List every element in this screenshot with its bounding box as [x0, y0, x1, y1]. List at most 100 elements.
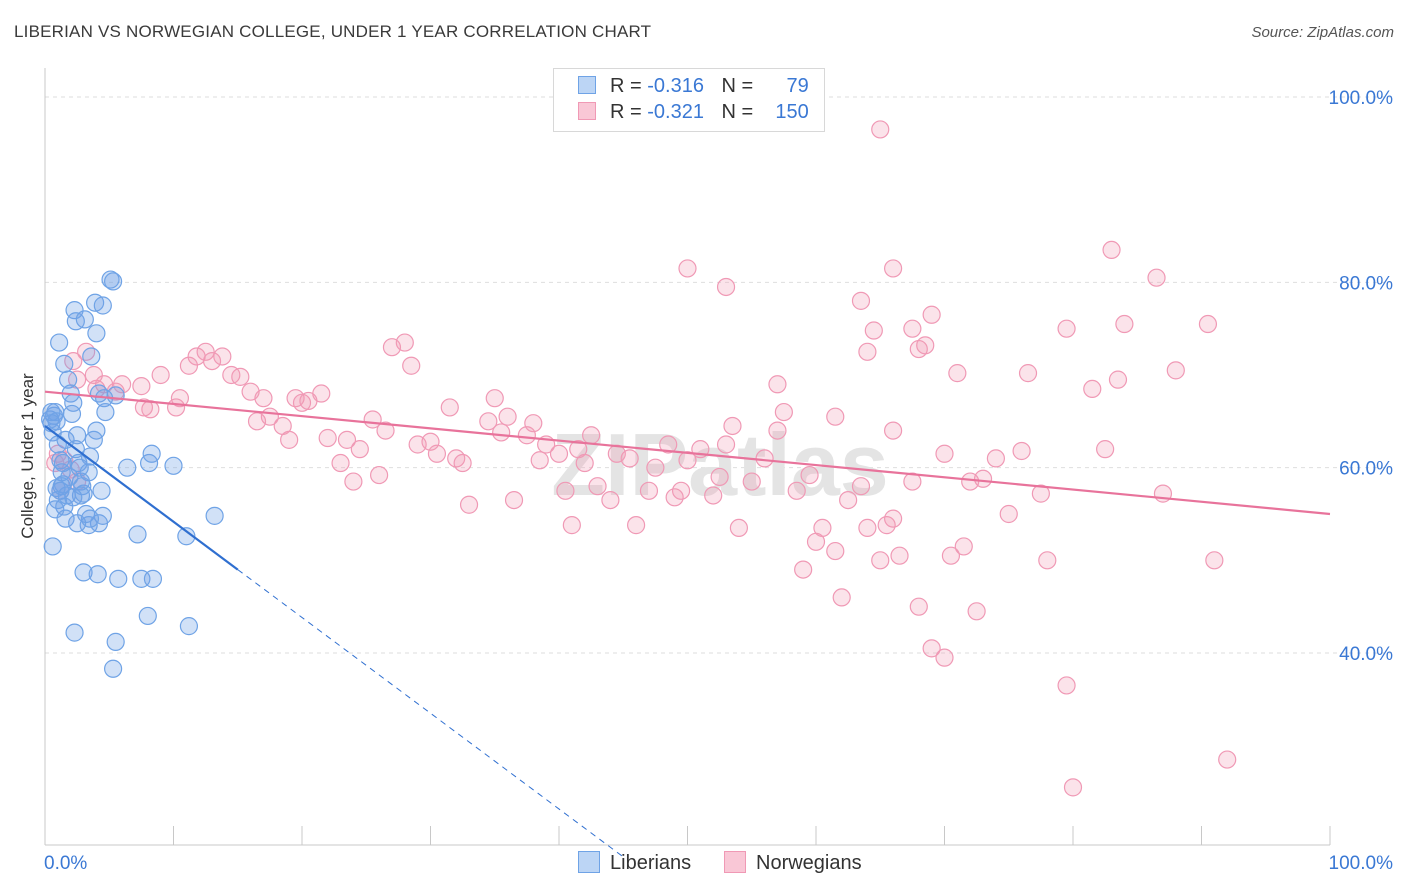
norwegians-swatch: [578, 102, 596, 120]
liberian-point: [74, 563, 93, 582]
norwegian-point: [864, 321, 883, 340]
norwegian-point: [626, 516, 646, 535]
liberian-point: [43, 537, 62, 556]
norwegian-point: [877, 516, 896, 535]
n-value: 150: [775, 101, 809, 123]
liberian-point: [62, 404, 82, 424]
norwegian-point: [1031, 484, 1050, 503]
norwegian-point: [46, 453, 65, 473]
norwegian-point: [504, 491, 524, 510]
norwegian-point: [922, 639, 941, 658]
norwegian-point: [1108, 370, 1128, 389]
norwegian-point: [839, 491, 858, 510]
n-label: N =: [721, 101, 754, 123]
norwegian-point: [530, 451, 549, 470]
liberian-point: [88, 565, 107, 584]
liberian-point: [118, 458, 137, 477]
norwegian-point: [1115, 314, 1134, 334]
norwegian-point: [755, 449, 774, 468]
liberian-point: [128, 525, 147, 544]
norwegian-point: [427, 444, 447, 463]
norwegian-point: [485, 389, 504, 408]
norwegian-point: [935, 648, 954, 667]
liberian-point: [56, 509, 75, 528]
norwegian-point: [1166, 361, 1185, 380]
norwegian-point: [562, 516, 581, 535]
liberian-point: [87, 324, 106, 343]
liberian-point: [46, 500, 65, 519]
norwegian-point: [813, 518, 832, 538]
norwegian-point: [344, 472, 363, 491]
liberian-point: [93, 296, 112, 315]
norwegian-point: [716, 435, 736, 454]
norwegian-point: [312, 384, 331, 403]
liberian-point: [106, 632, 125, 651]
norwegian-point: [967, 602, 986, 621]
bottom-legend-norwegians: Norwegians: [724, 851, 862, 875]
liberian-point: [104, 272, 123, 291]
norwegian-point: [704, 486, 723, 505]
norwegian-point: [337, 430, 357, 449]
bottom-legend-liberians: Liberians: [578, 851, 691, 875]
norwegian-point: [134, 398, 154, 417]
norwegian-point: [742, 472, 761, 491]
norwegian-point: [909, 597, 928, 616]
chart-title: LIBERIAN VS NORWEGIAN COLLEGE, UNDER 1 Y…: [14, 22, 652, 41]
norwegian-point: [961, 472, 980, 491]
norwegian-point: [935, 444, 954, 463]
norwegian-point: [1096, 440, 1115, 459]
r-value: -0.316: [647, 75, 704, 97]
norwegian-point: [794, 560, 813, 579]
norwegians-trend-line: [44, 390, 1331, 516]
norwegian-point: [1147, 268, 1166, 287]
norwegian-point: [292, 393, 312, 412]
norwegian-point: [678, 259, 697, 278]
liberian-point: [70, 458, 89, 477]
norwegian-point: [954, 537, 973, 556]
liberian-point: [143, 569, 163, 588]
legend-row-liberians: R = -0.316 N = 79: [578, 75, 809, 101]
tick-labels: 40.0% 60.0% 80.0% 100.0% 0.0% 100.0%: [44, 88, 1393, 874]
norwegian-point: [858, 518, 877, 538]
norwegians-label: Norwegians: [756, 852, 862, 874]
liberian-point: [177, 527, 196, 546]
norwegian-point: [370, 465, 389, 485]
norwegian-point: [254, 389, 273, 408]
norwegian-point: [999, 504, 1018, 524]
norwegian-point: [826, 407, 845, 426]
norwegian-point: [556, 481, 575, 500]
norwegian-point: [498, 407, 517, 426]
norwegian-point: [1102, 240, 1121, 259]
liberian-point: [101, 270, 120, 289]
norwegian-point: [800, 465, 819, 485]
liberian-point: [60, 467, 79, 487]
liberian-point: [68, 426, 87, 445]
norwegian-point: [84, 365, 103, 385]
y-tick-label: 40.0%: [1339, 644, 1393, 665]
norwegian-point: [524, 414, 543, 433]
norwegian-point: [941, 546, 961, 565]
liberian-point: [205, 506, 224, 525]
legend-row-norwegians: R = -0.321 N = 150: [578, 101, 809, 127]
norwegian-point: [620, 449, 639, 468]
trend-lines: [44, 390, 1331, 858]
norwegian-point: [986, 449, 1006, 468]
norwegian-point: [916, 336, 935, 355]
norwegian-point: [231, 367, 250, 386]
y-tick-label: 60.0%: [1339, 459, 1393, 480]
liberian-point: [106, 386, 125, 405]
r-label: R =: [610, 101, 642, 123]
r-value: -0.321: [647, 101, 704, 123]
norwegian-point: [1018, 364, 1038, 383]
n-value: 79: [786, 75, 809, 97]
liberians-swatch: [578, 851, 600, 873]
norwegian-point: [646, 458, 665, 477]
norwegian-point: [716, 277, 736, 297]
norwegian-point: [883, 421, 903, 440]
r-label: R =: [610, 75, 642, 97]
norwegian-point: [671, 481, 691, 500]
norwegian-point: [1063, 778, 1083, 797]
norwegian-point: [318, 428, 337, 448]
norwegian-point: [787, 481, 806, 500]
